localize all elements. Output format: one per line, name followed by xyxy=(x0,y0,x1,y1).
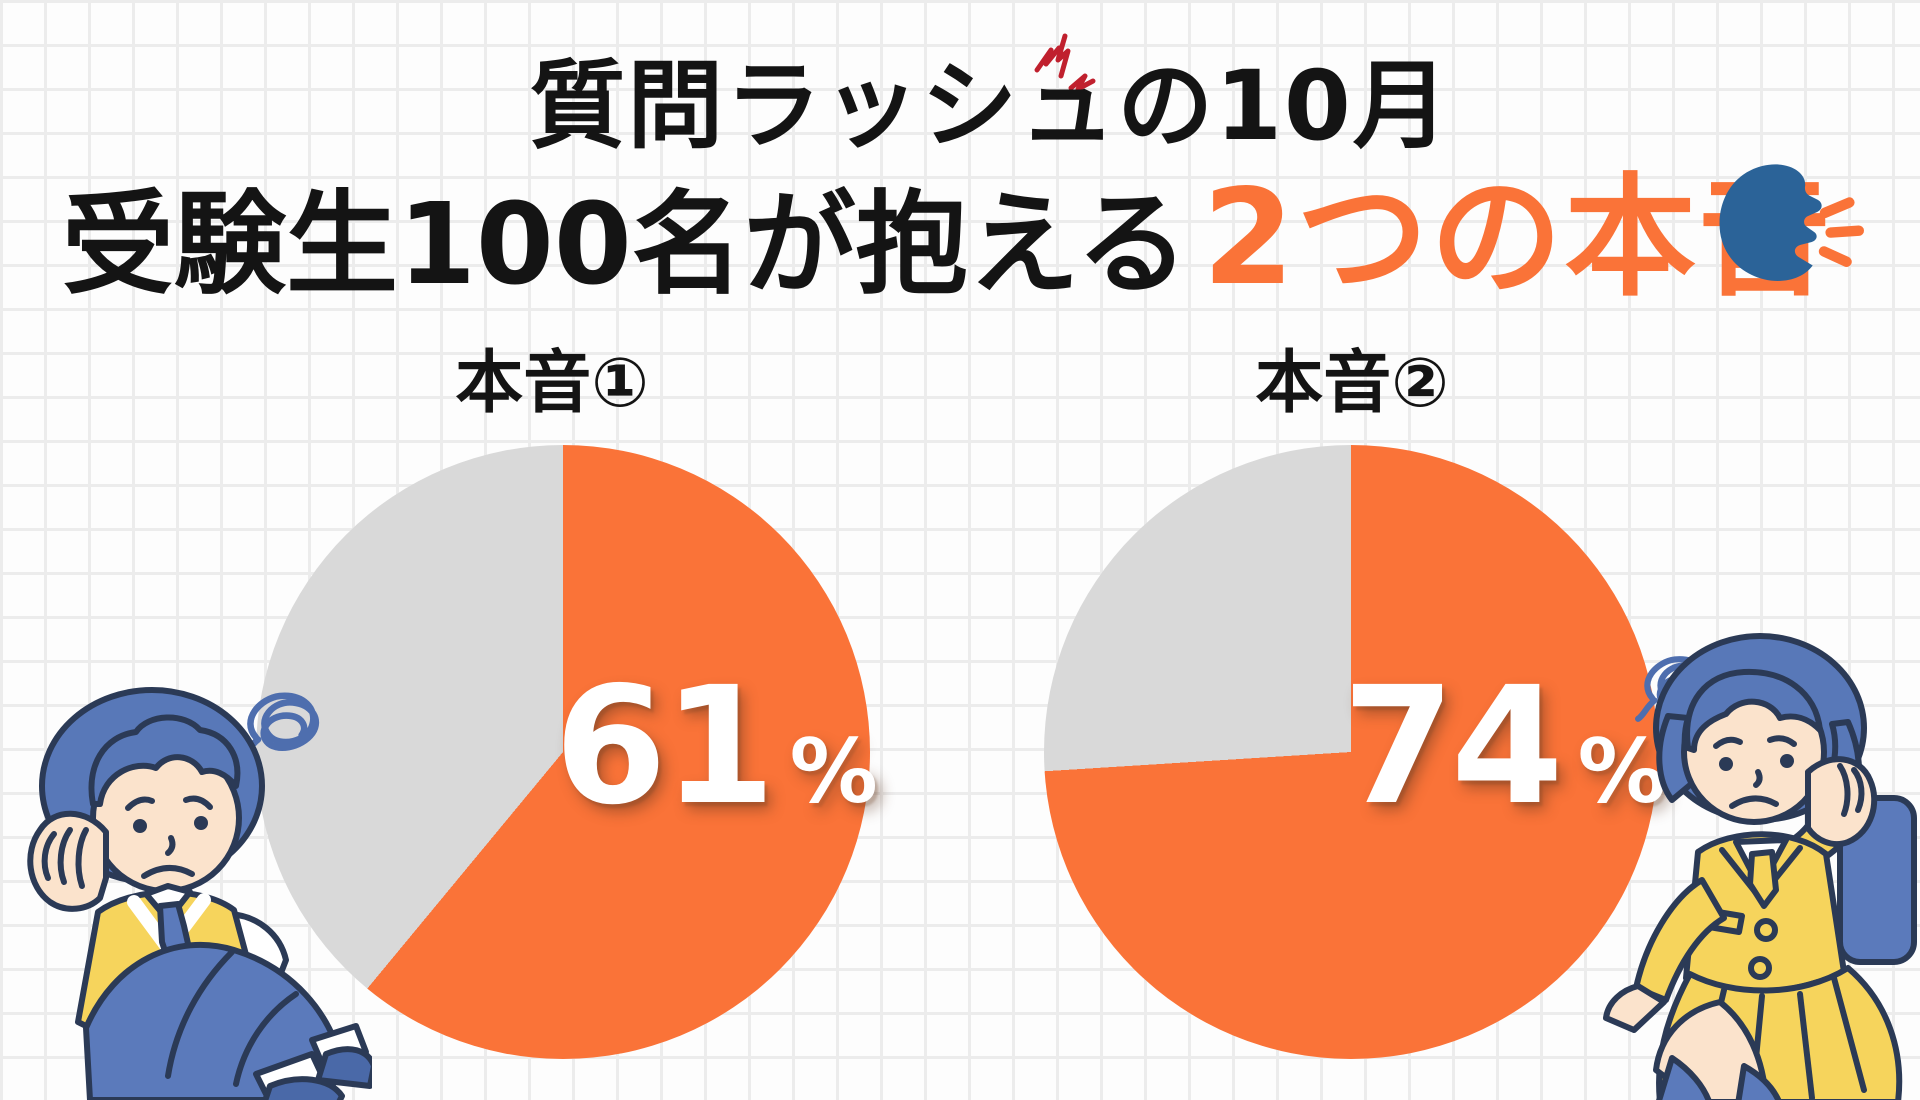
boy-hand-fingers xyxy=(41,827,89,889)
pie2-value-number: 74 xyxy=(1342,653,1563,841)
pie-chart-2: 74 % xyxy=(1044,445,1666,1059)
page-title-line1: 質問ラッシュの10月 xyxy=(529,50,1451,162)
head-silhouette xyxy=(1719,164,1822,281)
pie1-value-number: 61 xyxy=(554,653,775,841)
girl-face-features xyxy=(1713,735,1797,809)
girl-tie xyxy=(1747,849,1779,909)
anger-spark-icon xyxy=(1034,33,1096,92)
pie2-value-unit: % xyxy=(1577,720,1666,823)
girl-outstretched-hand xyxy=(1603,983,1667,1033)
pie1-value-unit: % xyxy=(789,720,878,823)
boy-shoe-2 xyxy=(315,1046,372,1089)
talking-head-icon xyxy=(1719,164,1864,281)
girl-sock-2 xyxy=(1735,1063,1782,1100)
pie1-value: 61 % xyxy=(554,666,878,828)
boy-leg-creases xyxy=(165,949,299,1087)
boy-fringe xyxy=(88,714,241,807)
girl-button-2 xyxy=(1748,956,1772,980)
pie-chart-1: 61 % xyxy=(256,445,878,1059)
worried-student-boy xyxy=(27,687,372,1100)
boy-face-features xyxy=(125,795,213,879)
title-line2-black: 受験生100名が抱える xyxy=(62,180,1189,310)
pie2-value: 74 % xyxy=(1342,666,1666,828)
page-title-line2: 受験生100名が抱える 2つの本音 xyxy=(62,172,1832,304)
girl-fringe xyxy=(1684,668,1823,753)
girl-button-1 xyxy=(1754,918,1778,942)
girl-sock-1 xyxy=(1656,1055,1712,1100)
pie2-label: 本音② xyxy=(1255,344,1449,423)
speech-lines xyxy=(1818,197,1864,267)
girl-hand-fingers xyxy=(1837,763,1865,817)
worried-student-girl xyxy=(1603,633,1917,1100)
pie1-label: 本音① xyxy=(455,344,649,423)
